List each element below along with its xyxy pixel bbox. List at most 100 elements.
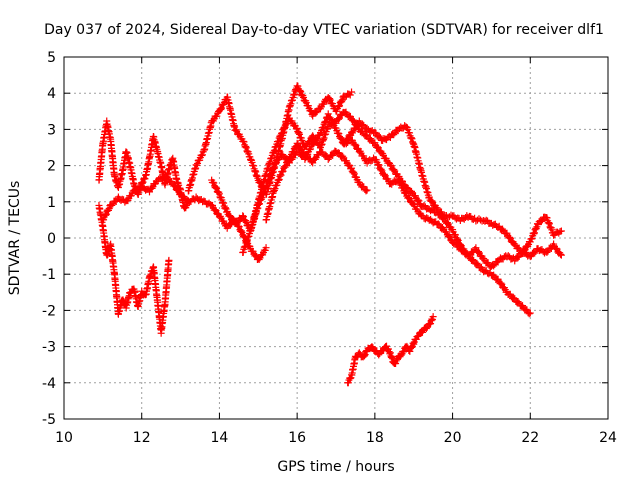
- data-point: [339, 152, 347, 160]
- y-axis: -5 -4 -3 -2 -1 0 1 2 3 4 5: [42, 50, 608, 428]
- data-point: [297, 144, 305, 152]
- data-point: [531, 249, 539, 257]
- data-point: [446, 233, 454, 241]
- data-point: [312, 109, 320, 117]
- data-point: [239, 212, 247, 220]
- data-point: [348, 88, 356, 96]
- data-point: [102, 211, 110, 219]
- data-point: [226, 212, 234, 220]
- y-axis-label: SDTVAR / TECUs: [7, 181, 23, 296]
- data-point: [336, 102, 344, 110]
- data-point: [429, 313, 437, 321]
- y-tick-label: 0: [47, 231, 56, 247]
- data-point: [232, 126, 240, 134]
- data-point: [346, 91, 354, 99]
- data-point: [427, 317, 435, 325]
- x-tick-label: 22: [521, 430, 539, 446]
- data-point: [239, 213, 247, 221]
- data-point: [361, 351, 369, 359]
- data-point: [472, 244, 480, 252]
- data-point: [326, 114, 334, 122]
- data-point: [326, 95, 334, 103]
- data-point: [278, 168, 286, 176]
- series-track-a: [95, 201, 173, 337]
- y-tick-label: 4: [47, 86, 56, 102]
- data-point: [405, 194, 413, 202]
- data-point: [434, 220, 442, 228]
- data-point: [401, 189, 409, 197]
- data-point: [543, 248, 551, 256]
- data-point: [343, 136, 351, 144]
- data-point: [362, 187, 370, 195]
- data-marks: [95, 82, 565, 387]
- data-point: [278, 129, 286, 137]
- data-point: [324, 155, 332, 163]
- data-point: [215, 188, 223, 196]
- data-point: [324, 110, 332, 118]
- data-point: [445, 232, 453, 240]
- x-tick-label: 12: [133, 430, 151, 446]
- data-point: [375, 132, 383, 140]
- data-point: [138, 179, 146, 187]
- y-tick-label: -2: [42, 303, 56, 319]
- data-point: [362, 131, 370, 139]
- y-tick-label: -5: [42, 412, 56, 428]
- data-point: [297, 88, 305, 96]
- y-tick-label: -3: [42, 340, 56, 356]
- data-point: [108, 201, 116, 209]
- x-tick-label: 24: [599, 430, 617, 446]
- data-point: [296, 87, 304, 95]
- series-track-i: [344, 313, 437, 387]
- data-point: [451, 239, 459, 247]
- y-tick-label: -4: [42, 376, 56, 392]
- data-point: [335, 115, 343, 123]
- data-point: [474, 248, 482, 256]
- data-point: [280, 125, 288, 133]
- data-point: [409, 339, 417, 347]
- x-tick-label: 10: [55, 430, 73, 446]
- data-point: [390, 131, 398, 139]
- data-point: [198, 151, 206, 159]
- data-point: [405, 194, 413, 202]
- data-point: [348, 164, 356, 172]
- y-tick-label: -1: [42, 267, 56, 283]
- data-point: [511, 240, 519, 248]
- data-point: [272, 160, 280, 168]
- data-point: [217, 105, 225, 113]
- data-point: [171, 182, 179, 190]
- data-point: [307, 145, 315, 153]
- data-point: [514, 298, 522, 306]
- series-track-h: [340, 117, 565, 257]
- data-point: [359, 121, 367, 129]
- y-tick-label: 2: [47, 159, 56, 175]
- data-point: [213, 185, 221, 193]
- data-point: [290, 148, 298, 156]
- data-point: [390, 165, 398, 173]
- data-point: [428, 316, 436, 324]
- y-tick-label: 3: [47, 122, 56, 138]
- data-point: [557, 251, 565, 259]
- data-point: [198, 152, 206, 159]
- data-point: [469, 256, 477, 264]
- data-point: [350, 168, 358, 176]
- data-point: [279, 167, 287, 175]
- data-point: [218, 104, 226, 112]
- data-point: [506, 234, 514, 242]
- data-point: [119, 296, 127, 304]
- data-point: [335, 130, 343, 138]
- x-axis: 10 12 14 16 18 20 22 24: [55, 57, 617, 446]
- data-point: [377, 165, 385, 173]
- data-point: [334, 149, 342, 157]
- data-point: [235, 223, 243, 231]
- data-point: [387, 162, 395, 170]
- data-point: [344, 135, 352, 143]
- data-point: [211, 206, 219, 214]
- data-point: [380, 170, 388, 178]
- data-point: [374, 161, 382, 169]
- data-point: [210, 179, 218, 187]
- data-point: [490, 262, 498, 270]
- data-point: [497, 279, 505, 287]
- data-point: [237, 227, 245, 235]
- series-track-c: [99, 172, 270, 263]
- data-point: [373, 143, 381, 151]
